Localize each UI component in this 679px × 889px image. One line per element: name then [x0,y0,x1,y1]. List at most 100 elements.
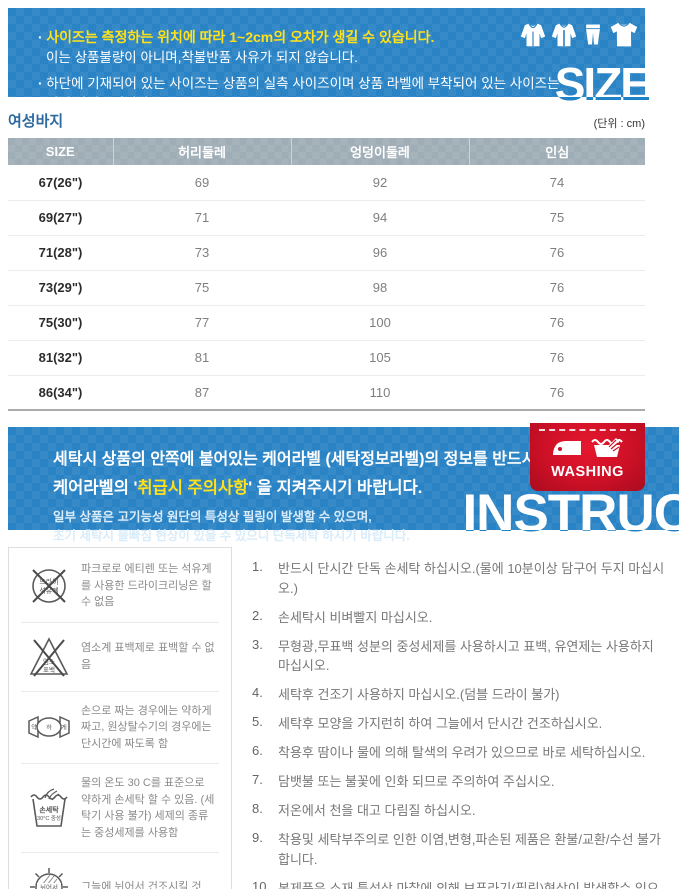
instruction-number: 4. [252,685,263,700]
measure-cell: 77 [113,305,291,341]
care-icons-panel: 드라이 석유계 파크로로 에티렌 또는 석유계를 사용한 드라이크리닝은 할 수… [8,547,232,889]
svg-text:염소: 염소 [43,658,55,666]
jacket-icon [551,19,577,50]
size-note-1-rest: 이는 상품불량이 아니며,착불반품 사유가 되지 않습니다. [46,49,358,65]
instruction-text: 손세탁시 비벼빨지 마십시오. [278,609,433,625]
measure-cell: 96 [291,235,469,271]
no-drycleaning-icon: 드라이 석유계 [23,563,75,609]
instruction-text: 착용후 땀이나 물에 의해 탈색의 우려가 있으므로 바로 세탁하십시오. [278,745,646,760]
measure-cell: 74 [469,165,645,201]
care-item-text: 염소계 표백제로 표백할 수 없음 [81,642,215,671]
instruction-big-word: INSTRUC INSTRUC [462,487,679,540]
svg-text:게: 게 [61,724,67,732]
care-item-text: 물의 온도 30 C를 표준으로 약하게 손세탁 할 수 있음. (세탁기 사용… [81,777,215,839]
wash-small-2: 초기 세탁시 물빠짐 현상이 있을 수 있으니 단독세탁 하시기 바랍니다. [53,528,410,543]
svg-text:표백: 표백 [43,665,55,674]
care-item-shade-dry: 뉘어서 그늘에 뉘어서 건조시킬 것 [21,852,219,889]
size-cell: 75(30") [8,305,113,341]
handwash-badge-icon [591,436,623,464]
measure-cell: 75 [113,270,291,306]
instruction-number: 10. [252,878,271,889]
shade-dry-icon: 뉘어서 [23,864,75,889]
instruction-text: 세탁후 건조기 사용하지 마십시오.(덤블 드라이 불가) [278,687,560,702]
care-item-text: 그늘에 뉘어서 건조시킬 것 [81,880,202,889]
wring-icon: 약 하 게 [23,704,75,750]
instruction-text: 착용및 세탁부주의로 인한 이염,변형,파손된 제품은 환불/교환/수선 불가합… [278,832,661,867]
instruction-number: 3. [252,636,263,652]
measure-cell: 100 [291,305,469,341]
size-cell: 86(34") [8,375,113,411]
size-table: SIZE 허리둘레 엉덩이둘레 인심 67(26") 69 92 74 69(27") 7… [8,138,645,411]
measure-cell: 76 [469,305,645,341]
size-note-1-highlight: 사이즈는 측정하는 위치에 따라 1~2cm의 오차가 생길 수 있습니다. [46,29,435,45]
washing-badge-label: WASHING [551,464,624,480]
size-note-2: 하단에 기재되어 있는 사이즈는 상품의 실측 사이즈이며 상품 라벨에 부착되… [38,74,645,94]
measure-cell: 75 [469,200,645,236]
tshirt-icon [609,19,639,50]
svg-text:하: 하 [46,724,52,732]
care-item-handwash: 손세탁 30°C 중성 물의 온도 30 C를 표준으로 약하게 손세탁 할 수… [21,763,219,852]
size-note-1: 사이즈는 측정하는 위치에 따라 1~2cm의 오차가 생길 수 있습니다. [38,27,645,48]
size-cell: 81(32") [8,340,113,376]
instruction-number: 7. [252,772,263,787]
wash-note-highlight: 취급시 주의사항 [137,479,249,497]
measure-cell: 94 [291,200,469,236]
unit-note: (단위 : cm) [593,118,645,130]
col-waist: 허리둘레 [113,138,292,165]
washing-instructions-list: 1. 반드시 단시간 단독 손세탁 하십시오.(물에 10분이상 담구어 두지 마… [232,547,679,889]
instruction-item: 9. 착용및 세탁부주의로 인한 이염,변형,파손된 제품은 환불/교환/수선 불… [252,830,669,869]
instruction-number: 2. [252,607,263,623]
size-table-row: 86(34") 87 110 76 [8,375,645,411]
instruction-item: 6. 착용후 땀이나 물에 의해 탈색의 우려가 있으므로 바로 세탁하십시오. [252,743,669,763]
instruction-text: 본제품은 소재 특성상 마찰에 의해 보푸라기(필링)현상이 발생할수 있으니 … [278,880,659,889]
measure-cell: 69 [113,165,291,201]
size-cell: 67(26") [8,165,113,201]
washing-banner: 세탁시 상품의 안쪽에 붙어있는 케어라벨 (세탁정보라벨)의 정보를 반드시 … [8,423,679,543]
measure-cell: 105 [291,340,469,376]
instruction-item: 7. 담뱃불 또는 불꽃에 인화 되므로 주의하여 주십시오. [252,772,669,792]
svg-text:30°C 중성: 30°C 중성 [37,814,61,822]
badge-dashed-line [539,429,636,431]
size-table-row: 81(32") 81 105 76 [8,340,645,376]
size-big-word: SIZE SIZE [555,61,649,107]
size-guide-banner: 사이즈는 측정하는 위치에 따라 1~2cm의 오차가 생길 수 있습니다. 이… [8,8,649,111]
measure-cell: 73 [113,235,291,271]
svg-text:약: 약 [31,724,37,732]
measure-cell: 76 [469,270,645,306]
instruction-item: 10. 본제품은 소재 특성상 마찰에 의해 보푸라기(필링)현상이 발생할수 있… [252,879,669,889]
care-item-no-bleach: 염소 표백 염소계 표백제로 표백할 수 없음 [21,621,219,691]
instruction-item: 1. 반드시 단시간 단독 손세탁 하십시오.(물에 10분이상 담구어 두지 마… [252,559,669,598]
col-hip: 엉덩이둘레 [291,138,470,165]
size-banner-text: 사이즈는 측정하는 위치에 따라 1~2cm의 오차가 생길 수 있습니다. 이… [8,8,645,113]
size-table-row: 73(29") 75 98 76 [8,270,645,306]
instruction-number: 9. [252,830,263,845]
care-item-text: 손으로 짜는 경우에는 약하게 짜고, 원상탈수기의 경우에는 단시간에 짜도록… [81,704,212,750]
care-item-no-drycleaning: 드라이 석유계 파크로로 에티렌 또는 석유계를 사용한 드라이크리닝은 할 수… [21,550,219,622]
size-word-lower: SIZE [554,58,649,110]
size-table-row: 71(28") 73 96 76 [8,235,645,271]
instruction-item: 4. 세탁후 건조기 사용하지 마십시오.(덤블 드라이 불가) [252,685,669,705]
hoodie-icon [520,19,546,50]
instruction-text: 저온에서 천을 대고 다림질 하십시오. [278,803,476,818]
svg-text:석유계: 석유계 [39,586,58,595]
instruction-number: 8. [252,801,263,816]
care-item-wring: 약 하 게 손으로 짜는 경우에는 약하게 짜고, 원상탈수기의 경우에는 단시… [21,690,219,764]
garment-icons [520,19,639,50]
iron-badge-icon [552,436,582,464]
size-cell: 69(27") [8,200,113,236]
measure-cell: 87 [113,375,291,411]
care-section: 드라이 석유계 파크로로 에티렌 또는 석유계를 사용한 드라이크리닝은 할 수… [8,547,679,889]
measure-cell: 81 [113,340,291,376]
col-size: SIZE [8,138,114,165]
pants-icon [582,19,604,50]
size-cell: 71(28") [8,235,113,271]
svg-text:손세탁: 손세탁 [39,805,59,814]
measure-cell: 98 [291,270,469,306]
instruction-number: 1. [252,559,263,574]
size-table-header: SIZE 허리둘레 엉덩이둘레 인심 [8,138,645,165]
instruction-text: 세탁후 모양을 가지런히 하여 그늘에서 단시간 건조하십시오. [278,716,603,731]
measure-cell: 110 [291,375,469,411]
no-bleach-icon: 염소 표백 [23,634,75,680]
size-section-head: 여성바지 (단위 : cm) [8,110,645,131]
